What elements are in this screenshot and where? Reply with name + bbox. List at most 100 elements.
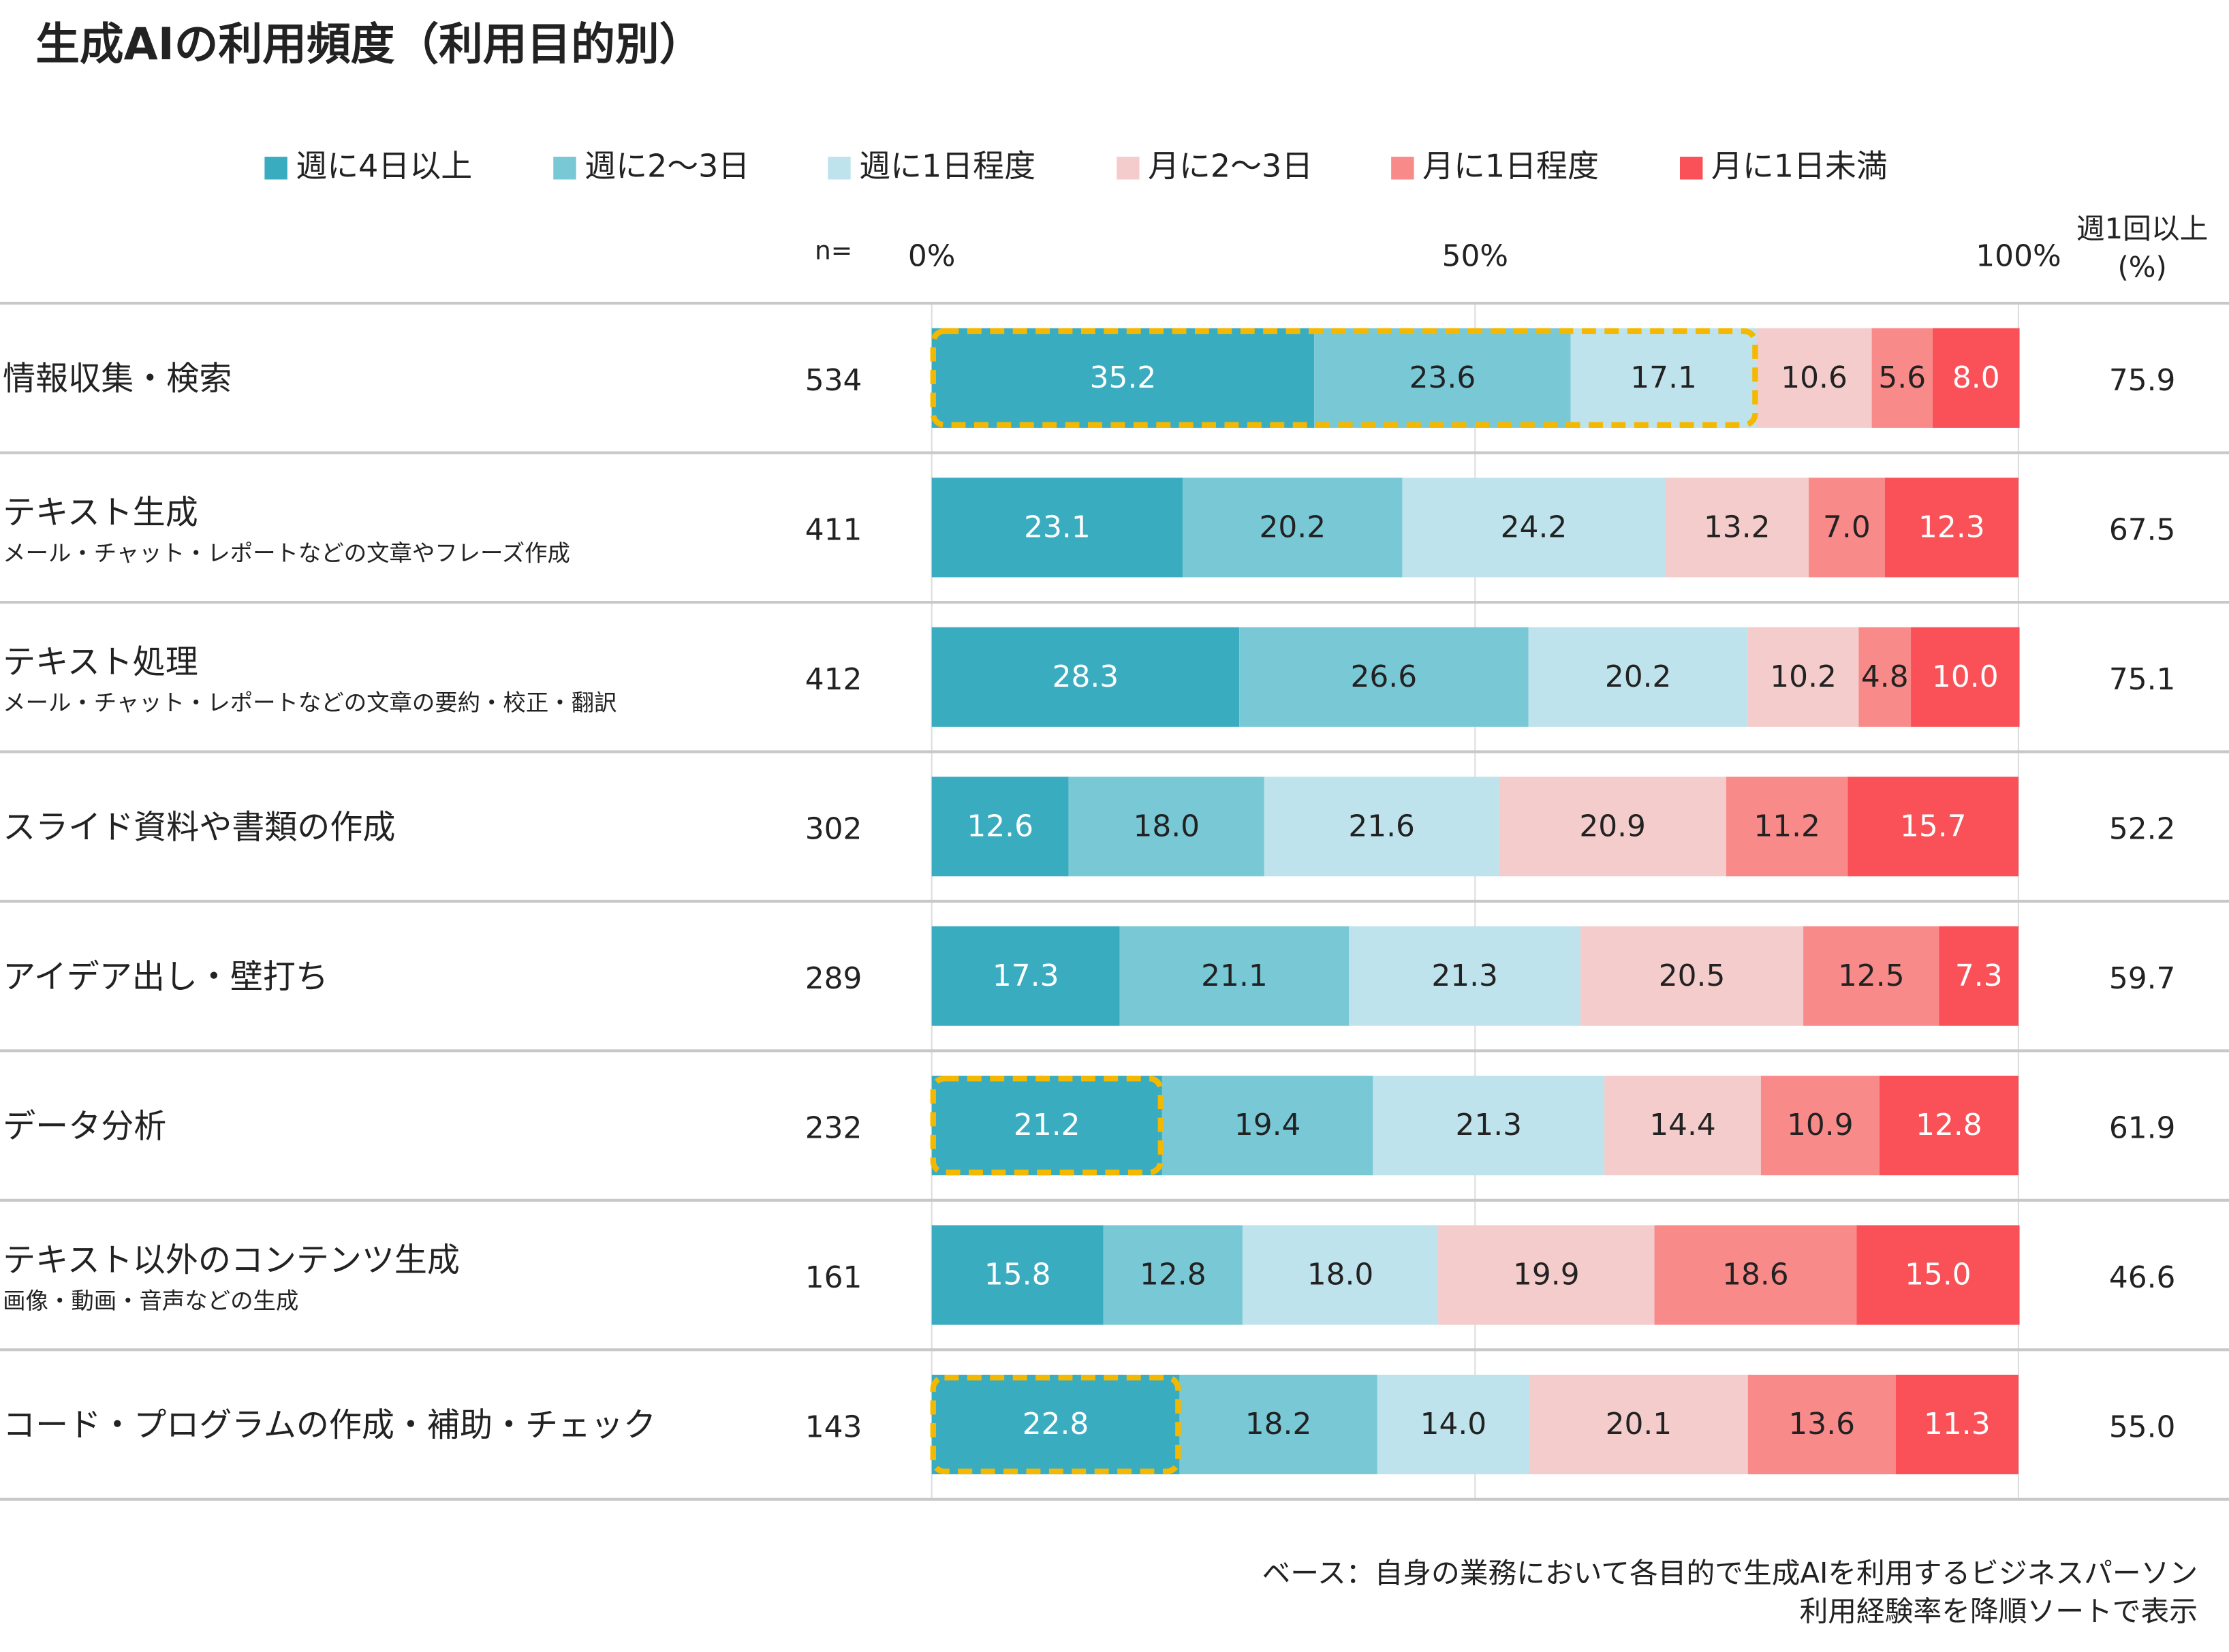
bar-segment <box>1242 1225 1439 1325</box>
bar-segment <box>1911 627 2020 727</box>
footnote: ベース：自身の業務において各目的で生成AIを利用するビジネスパーソン <box>1262 1556 2198 1589</box>
bar-segment <box>1162 1076 1373 1176</box>
legend-swatch <box>828 157 851 180</box>
bar-segment <box>1932 328 2020 428</box>
bar-segment <box>931 926 1120 1026</box>
n-value: 534 <box>805 363 862 398</box>
category-label: テキスト生成 <box>3 494 198 532</box>
bar-segment <box>1760 1076 1880 1176</box>
data-label: 35.2 <box>1090 360 1157 395</box>
bar-segment <box>1499 777 1726 877</box>
n-value: 411 <box>805 513 862 548</box>
weekly-header: (%) <box>2118 251 2167 284</box>
data-label: 20.9 <box>1579 809 1646 843</box>
n-value: 412 <box>805 662 862 697</box>
x-tick-label: 0% <box>908 238 956 273</box>
data-label: 20.2 <box>1260 510 1326 544</box>
data-label: 12.3 <box>1918 510 1985 544</box>
bar-segment <box>1264 777 1499 877</box>
legend-label: 月に1日未満 <box>1711 147 1888 184</box>
data-label: 13.2 <box>1704 510 1771 544</box>
data-label: 15.8 <box>984 1258 1051 1292</box>
bar-segment <box>1848 777 2018 877</box>
data-label: 19.9 <box>1513 1258 1580 1292</box>
legend-label: 週に1日程度 <box>859 147 1035 184</box>
bar-segment <box>1756 328 1872 428</box>
data-label: 12.6 <box>967 809 1033 843</box>
bar-segment <box>1349 926 1581 1026</box>
bar-segment <box>1103 1225 1243 1325</box>
bar-segment <box>931 627 1240 727</box>
bar-segment <box>1604 1076 1761 1176</box>
category-label: データ分析 <box>3 1107 166 1145</box>
legend-label: 月に2～3日 <box>1148 147 1313 184</box>
x-tick-label: 50% <box>1442 238 1508 273</box>
bar-segment <box>1570 328 1757 428</box>
weekly-value: 75.1 <box>2109 662 2176 697</box>
data-label: 12.8 <box>1140 1258 1206 1292</box>
n-header: n= <box>815 235 852 265</box>
bar-segment <box>931 1225 1104 1325</box>
chart-title: 生成AIの利用頻度（利用目的別） <box>35 19 703 70</box>
footnote: 利用経験率を降順ソートで表示 <box>1800 1595 2198 1628</box>
category-label: コード・プログラムの作成・補助・チェック <box>3 1406 656 1444</box>
data-label: 11.2 <box>1753 809 1820 843</box>
bar-segment <box>931 328 1315 428</box>
weekly-value: 75.9 <box>2109 363 2176 398</box>
weekly-value: 46.6 <box>2109 1260 2176 1295</box>
data-label: 24.2 <box>1501 510 1568 544</box>
data-label: 18.0 <box>1307 1258 1374 1292</box>
data-label: 15.7 <box>1900 809 1967 843</box>
legend-label: 月に1日程度 <box>1422 147 1599 184</box>
bar-segment <box>1580 926 1804 1026</box>
data-label: 19.4 <box>1234 1108 1301 1142</box>
data-label: 17.3 <box>993 959 1059 993</box>
bar-segment <box>931 777 1069 877</box>
data-label: 23.1 <box>1024 510 1091 544</box>
data-label: 21.2 <box>1014 1108 1080 1142</box>
category-sublabel: メール・チャット・レポートなどの文章やフレーズ作成 <box>3 540 570 566</box>
bar-segment <box>1438 1225 1655 1325</box>
bar-segment <box>931 1076 1162 1176</box>
legend-swatch <box>264 157 287 180</box>
highlight-box <box>930 1076 1164 1176</box>
bar-segment <box>1654 1225 1857 1325</box>
bar-segment <box>1119 926 1350 1026</box>
n-value: 302 <box>805 811 862 846</box>
data-label: 7.3 <box>1955 959 2003 993</box>
data-label: 14.0 <box>1420 1407 1487 1441</box>
highlight-box <box>930 328 1758 428</box>
data-label: 14.4 <box>1649 1108 1716 1142</box>
data-label: 18.2 <box>1245 1407 1312 1441</box>
n-value: 232 <box>805 1110 862 1145</box>
bar-segment <box>1665 478 1809 578</box>
category-label: テキスト処理 <box>3 643 198 681</box>
bar-segment <box>1314 328 1571 428</box>
weekly-header: 週1回以上 <box>2076 212 2209 245</box>
bar-segment <box>1239 627 1529 727</box>
bar-segment <box>1528 627 1748 727</box>
data-label: 22.8 <box>1023 1407 1089 1441</box>
weekly-value: 52.2 <box>2109 811 2176 846</box>
bar-segment <box>1179 1374 1377 1475</box>
n-value: 143 <box>805 1409 862 1444</box>
bar-segment <box>1529 1374 1748 1475</box>
data-label: 15.0 <box>1905 1258 1971 1292</box>
data-label: 17.1 <box>1630 360 1697 395</box>
legend-swatch <box>1391 157 1414 180</box>
bar-segment <box>1377 1374 1530 1475</box>
highlight-box <box>930 1374 1181 1475</box>
data-label: 21.3 <box>1455 1108 1522 1142</box>
bar-segment <box>1939 926 2018 1026</box>
category-sublabel: 画像・動画・音声などの生成 <box>3 1288 298 1314</box>
data-label: 10.0 <box>1932 659 1999 694</box>
legend-swatch <box>1117 157 1140 180</box>
legend-label: 週に2～3日 <box>584 147 749 184</box>
data-label: 20.5 <box>1659 959 1726 993</box>
category-label: テキスト以外のコンテンツ生成 <box>3 1241 460 1279</box>
bar-segment <box>1871 328 1933 428</box>
category-sublabel: メール・チャット・レポートなどの文章の要約・校正・翻訳 <box>3 689 617 716</box>
bar-segment <box>1402 478 1666 578</box>
data-label: 18.6 <box>1722 1258 1789 1292</box>
category-label: 情報収集・検索 <box>3 360 232 398</box>
